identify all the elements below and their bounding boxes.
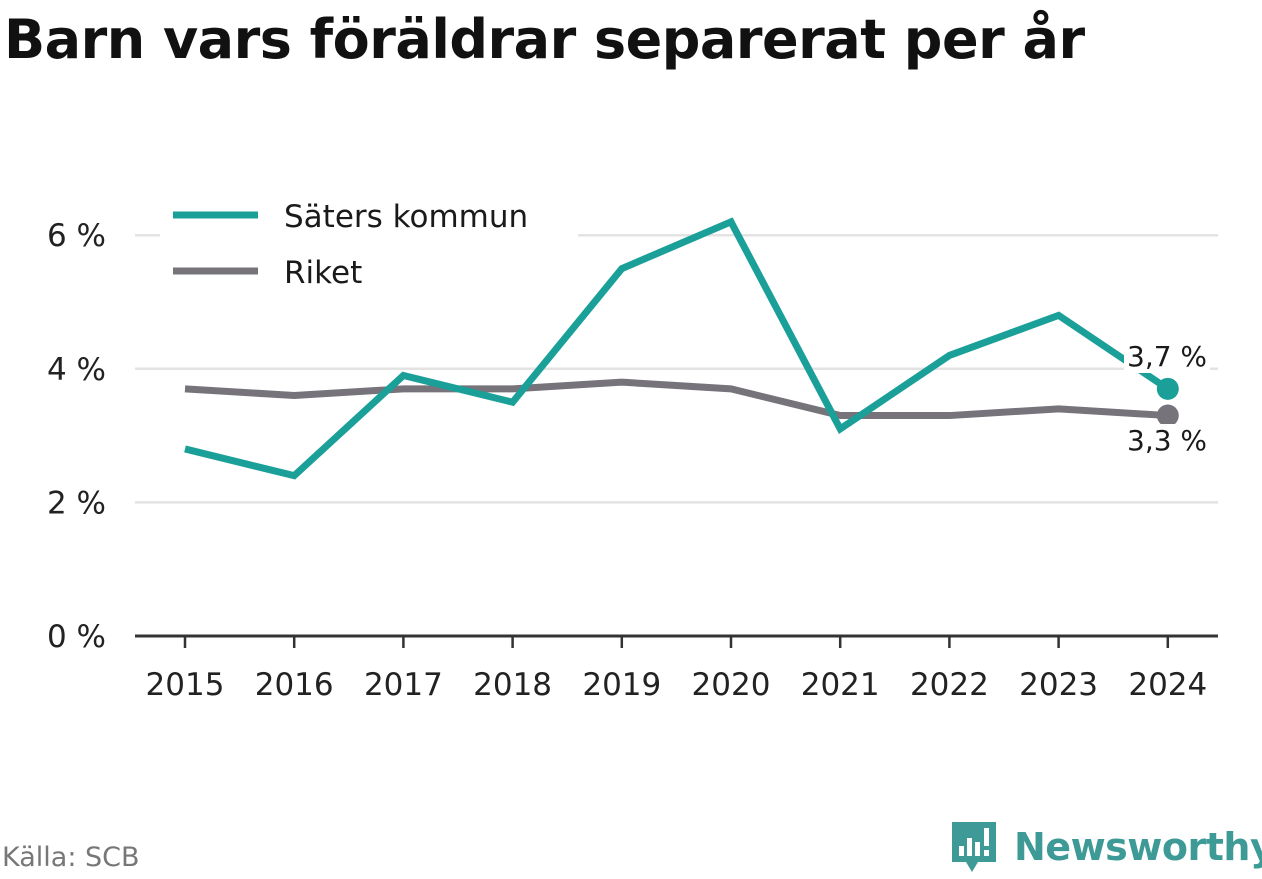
legend: Säters kommun Riket — [160, 190, 578, 298]
end-label-halo — [1124, 424, 1210, 457]
line-chart: 0 % 2 % 4 % 6 % 2015 2016 2017 2018 2019 2020 202… — [46, 190, 1218, 703]
brand-logo: Newsworthy — [948, 818, 1262, 876]
x-tick-label: 2017 — [364, 667, 443, 703]
x-tick-label: 2018 — [473, 667, 552, 703]
chart-title: Barn vars föräldrar separerat per år — [4, 8, 1085, 71]
x-axis: 2015 2016 2017 2018 2019 2020 2021 2022 2023 2024 — [135, 634, 1218, 703]
x-tick-label: 2016 — [255, 667, 334, 703]
end-label-riket: 3,3 % — [1127, 424, 1207, 457]
end-label-saters-kommun: 3,7 % — [1127, 340, 1207, 373]
endpoint-dot-riket — [1156, 404, 1179, 427]
y-tick-label: 4 % — [47, 352, 106, 388]
y-tick-label: 0 % — [47, 619, 106, 655]
endpoint-dot-saters-kommun — [1156, 377, 1179, 400]
end-labels: 3,7 % 3,3 % — [1124, 340, 1210, 457]
series-line-riket — [184, 378, 1169, 420]
legend-label-riket: Riket — [284, 255, 362, 291]
brand-name: Newsworthy — [1014, 825, 1262, 869]
legend-background — [160, 190, 578, 298]
x-tick-label: 2015 — [146, 667, 225, 703]
end-label-halo — [1124, 340, 1210, 373]
series-line-saters-kommun — [184, 217, 1170, 480]
source-note: Källa: SCB — [2, 842, 140, 873]
x-tick-label: 2020 — [692, 667, 771, 703]
x-tick-label: 2024 — [1128, 667, 1207, 703]
x-tick-label: 2021 — [801, 667, 880, 703]
series-lines — [184, 217, 1179, 480]
y-tick-label: 6 % — [47, 218, 106, 254]
y-axis-ticks: 0 % 2 % 4 % 6 % — [47, 218, 106, 655]
x-tick-label: 2023 — [1019, 667, 1098, 703]
x-tick-label: 2022 — [910, 667, 989, 703]
legend-label-saters-kommun: Säters kommun — [284, 199, 528, 235]
x-tick-label: 2019 — [582, 667, 661, 703]
y-tick-label: 2 % — [47, 485, 106, 521]
bar-chart-logo-icon — [952, 822, 996, 872]
